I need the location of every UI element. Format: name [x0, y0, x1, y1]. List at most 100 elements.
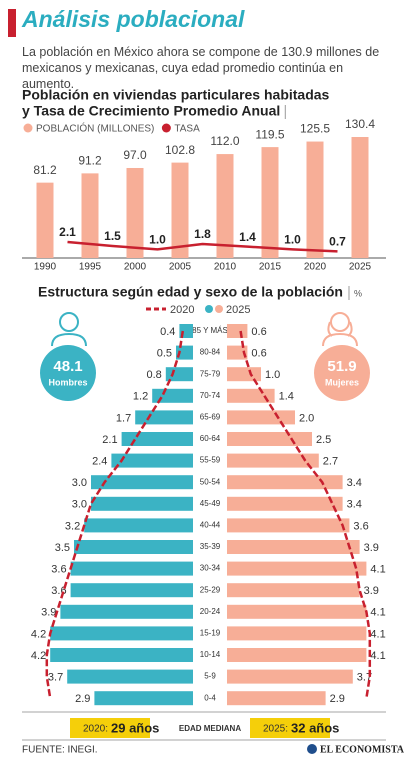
value-label: 81.2 — [33, 163, 57, 177]
bar — [227, 453, 319, 468]
age-label: 80-84 — [200, 348, 221, 357]
age-label: 70-74 — [200, 391, 221, 400]
legend-label: POBLACIÓN (MILLONES) — [36, 122, 154, 135]
bar — [91, 475, 193, 490]
bar — [227, 669, 353, 684]
age-label: 15-19 — [200, 629, 221, 638]
value-label: 102.8 — [165, 143, 195, 157]
share-circle — [40, 345, 96, 401]
value-label: 3.4 — [347, 499, 362, 511]
median-year: 2025: — [263, 724, 288, 735]
bar — [126, 167, 144, 258]
age-label: 25-29 — [200, 585, 221, 594]
bar — [227, 604, 367, 619]
value-label: 3.4 — [347, 477, 362, 489]
legend-label: 2025 — [226, 304, 250, 316]
bar — [171, 162, 189, 258]
value-label: 1.0 — [265, 369, 280, 381]
icon-woman — [322, 312, 358, 347]
median-label: EDAD MEDIANA — [179, 724, 241, 733]
bar — [36, 182, 54, 258]
x-tick-label: 2025 — [349, 262, 372, 273]
bar — [74, 540, 193, 554]
bar — [70, 561, 193, 576]
value-label: 2.1 — [59, 225, 76, 239]
bar — [227, 496, 343, 511]
source: FUENTE: INEGI. — [22, 745, 98, 756]
chart-title: Estructura según edad y sexo de la pobla… — [38, 284, 343, 300]
chart-title: y Tasa de Crecimiento Promedio Anual — [22, 103, 280, 119]
median-box — [70, 718, 150, 738]
page-title: Análisis poblacional — [22, 6, 245, 32]
legend-swatch — [205, 305, 213, 313]
unit: % — [354, 288, 362, 298]
value-label: 0.6 — [251, 348, 266, 360]
age-label: 65-69 — [200, 413, 221, 422]
value-label: 3.0 — [72, 499, 87, 511]
value-label: 2.9 — [75, 693, 90, 705]
share-value: 51.9 — [327, 358, 356, 375]
x-tick-label: 1995 — [79, 262, 102, 273]
x-tick-label: 2015 — [259, 262, 282, 273]
bar — [67, 669, 193, 684]
median-year: 2020: — [83, 724, 108, 735]
bar — [135, 410, 193, 425]
bar — [227, 518, 350, 533]
value-label: 130.4 — [345, 117, 375, 131]
bar — [351, 137, 369, 258]
bar — [84, 518, 193, 533]
value-label: 0.6 — [251, 326, 266, 338]
x-tick-label: 2000 — [124, 262, 147, 273]
age-label: 40-44 — [200, 521, 221, 530]
value-label: 97.0 — [123, 148, 147, 162]
value-label: 3.7 — [48, 672, 63, 684]
value-label: 112.0 — [210, 134, 239, 148]
value-label: 2.5 — [316, 434, 331, 446]
value-label: 3.5 — [55, 542, 70, 554]
bar — [121, 432, 193, 446]
value-label: 119.5 — [255, 127, 284, 141]
age-label: 60-64 — [200, 434, 221, 443]
title-accent — [8, 9, 16, 37]
bar — [216, 154, 234, 258]
value-label: 2.0 — [299, 412, 314, 424]
bar — [227, 561, 367, 576]
median-value: 29 años — [111, 720, 159, 735]
line-2020 — [239, 330, 372, 699]
bar — [81, 173, 99, 258]
bar — [227, 475, 343, 490]
share-circle — [314, 345, 370, 401]
age-label: 20-24 — [200, 607, 221, 616]
value-label: 1.4 — [239, 230, 256, 244]
age-label: 35-39 — [200, 542, 221, 551]
value-label: 2.7 — [323, 456, 338, 468]
icon-man — [51, 312, 87, 347]
value-label: 3.9 — [364, 585, 379, 597]
bar — [227, 432, 312, 446]
bar — [227, 691, 326, 706]
rate-line — [67, 240, 338, 253]
age-label: 10-14 — [200, 650, 221, 659]
age-label: 0-4 — [204, 693, 216, 702]
value-label: 4.1 — [370, 564, 385, 576]
bar — [111, 453, 193, 468]
value-label: 4.2 — [31, 628, 46, 640]
value-label: 1.0 — [284, 233, 301, 247]
bar — [227, 367, 261, 382]
legend-swatch — [23, 123, 33, 133]
bar — [227, 648, 367, 662]
age-label: 30-34 — [200, 564, 221, 573]
value-label: 3.2 — [65, 520, 80, 532]
share-value: 48.1 — [53, 358, 82, 375]
age-label: 75-79 — [200, 369, 221, 378]
value-label: 0.5 — [157, 348, 172, 360]
value-label: 0.4 — [160, 326, 175, 338]
value-label: 3.0 — [72, 477, 87, 489]
bar — [60, 604, 194, 619]
x-tick-label: 1990 — [34, 262, 57, 273]
age-label: 50-54 — [200, 477, 221, 486]
chart-title: Población en viviendas particulares habi… — [22, 87, 330, 103]
age-label: 55-59 — [200, 456, 221, 465]
